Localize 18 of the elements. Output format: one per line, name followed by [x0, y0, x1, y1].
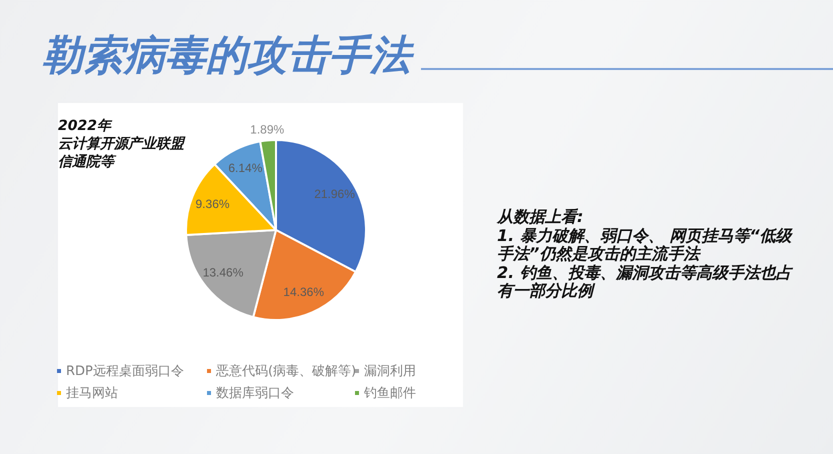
data-label: 14.36% — [283, 284, 324, 299]
text: 信通院等 — [58, 153, 118, 171]
legend-label: 恶意代码(病毒、破解等) — [216, 363, 356, 380]
text: 从数据上看: — [497, 207, 584, 226]
legend-label: 漏洞利用 — [364, 363, 416, 380]
text: 2. 钓鱼、投毒、漏洞攻击等高级手法也占有一部分比例 — [497, 262, 794, 300]
legend-label: RDP远程桌面弱口令 — [66, 363, 184, 380]
data-label: 9.36% — [196, 196, 230, 211]
text: 云计算开源产业联盟 — [58, 135, 186, 153]
legend-label: 钓鱼邮件 — [364, 385, 416, 402]
data-label: 1.89% — [250, 122, 285, 137]
data-label: 13.46% — [202, 266, 244, 280]
data-label: 6.14% — [228, 161, 263, 176]
text: 2022年 — [58, 117, 114, 135]
legend-label: 数据库弱口令 — [216, 385, 294, 402]
legend-label: 挂马网站 — [66, 385, 118, 402]
data-label: 21.96% — [314, 186, 356, 201]
text: 1. 暴力破解、弱口令、 网页挂马等“低级手法”仍然是攻击的主流手法 — [497, 226, 794, 264]
